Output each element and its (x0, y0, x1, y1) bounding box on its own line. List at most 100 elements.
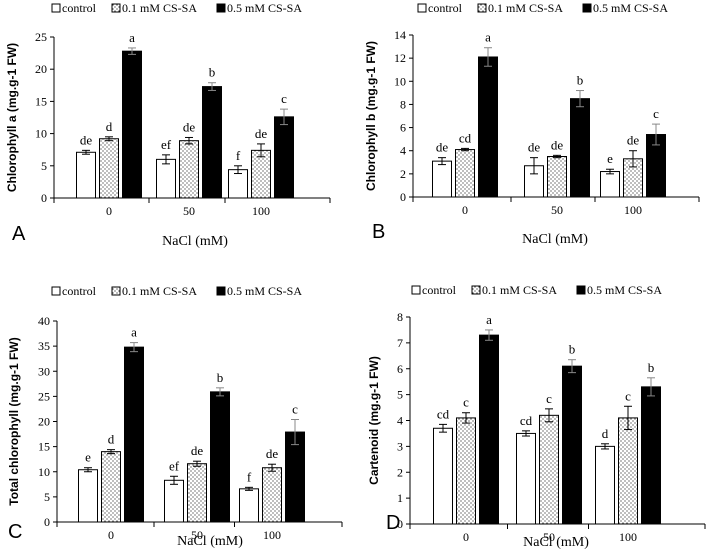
panel-label: A (12, 223, 26, 245)
significance-letter: de (266, 446, 279, 461)
legend: control 0.1 mM CS-SA 0.5 mM CS-SA (417, 1, 668, 15)
significance-letter: c (292, 401, 298, 416)
legend-swatch (582, 3, 592, 13)
bar (202, 86, 222, 199)
chart-panel-A: control 0.1 mM CS-SA 0.5 mM CS-SA 0 5 10 15 20 2… (5, 1, 331, 249)
y-tick-label: 20 (35, 62, 47, 76)
y-tick-label: 10 (394, 74, 406, 88)
bar (187, 463, 207, 523)
legend-swatch (216, 3, 226, 13)
y-tick-label: 1 (397, 491, 403, 505)
y-tick-label: 12 (394, 51, 406, 65)
significance-letter: ef (169, 458, 180, 473)
significance-letter: a (131, 325, 137, 340)
legend-label: 0.5 mM CS-SA (227, 1, 302, 15)
y-tick-label: 3 (397, 439, 403, 453)
y-tick-label: 6 (400, 121, 406, 135)
bar (600, 171, 620, 198)
bar (478, 56, 498, 198)
y-tick-label: 14 (394, 28, 406, 42)
x-tick-label: 100 (619, 530, 637, 544)
y-tick-label: 4 (397, 414, 403, 428)
legend-swatch (411, 285, 421, 295)
significance-letter: b (577, 73, 584, 88)
significance-letter: c (625, 388, 631, 403)
y-tick-label: 20 (38, 415, 50, 429)
y-tick-label: 5 (397, 388, 403, 402)
x-tick-label: 100 (252, 204, 270, 218)
y-tick-label: 25 (38, 389, 50, 403)
significance-letter: de (183, 119, 196, 134)
significance-letter: f (247, 469, 252, 484)
legend-label: control (422, 283, 457, 297)
legend-swatch (576, 285, 586, 295)
legend: control 0.1 mM CS-SA 0.5 mM CS-SA (51, 1, 302, 15)
significance-letter: a (486, 312, 492, 327)
y-tick-label: 8 (400, 97, 406, 111)
legend-swatch (111, 3, 121, 13)
y-tick-label: 2 (400, 167, 406, 181)
significance-letter: de (191, 443, 204, 458)
bar (562, 365, 582, 525)
significance-letter: b (648, 360, 655, 375)
bar (122, 50, 142, 199)
y-tick-label: 40 (38, 314, 50, 328)
y-tick-label: 35 (38, 339, 50, 353)
bar (101, 451, 121, 523)
y-axis-label: Total chlorophyll (mg.g-1 FW) (7, 337, 21, 505)
chart-panel-C: control 0.1 mM CS-SA 0.5 mM CS-SA 0 5 10 15 20 2… (7, 284, 343, 549)
bar (99, 138, 119, 199)
significance-letter: f (236, 148, 241, 163)
significance-letter: d (106, 119, 113, 134)
y-tick-label: 10 (38, 465, 50, 479)
bar (516, 432, 536, 525)
x-tick-label: 50 (183, 204, 195, 218)
bar (455, 149, 475, 198)
legend-swatch (111, 286, 121, 296)
bar (251, 149, 271, 199)
significance-letter: d (108, 432, 115, 447)
x-axis-label: NaCl (mM) (177, 534, 243, 549)
bar (618, 417, 638, 525)
legend: control 0.1 mM CS-SA 0.5 mM CS-SA (51, 284, 302, 298)
y-tick-label: 0 (400, 190, 406, 204)
x-tick-label: 0 (462, 203, 468, 217)
bar (641, 386, 661, 525)
bar (78, 469, 98, 523)
y-tick-label: 15 (35, 94, 47, 108)
bar (164, 479, 184, 523)
y-tick-label: 0 (44, 515, 50, 529)
legend-label: 0.1 mM CS-SA (482, 283, 557, 297)
x-tick-label: 50 (543, 530, 555, 544)
bar (595, 445, 615, 525)
x-axis-label: NaCl (mM) (522, 232, 588, 247)
legend-label: 0.1 mM CS-SA (488, 1, 563, 15)
legend-swatch (417, 3, 427, 13)
bar (239, 488, 259, 523)
legend-swatch (216, 286, 226, 296)
y-axis-label: Chlorophyll b (mg.g-1 FW) (364, 41, 378, 191)
y-tick-label: 5 (44, 490, 50, 504)
panel-label: B (372, 221, 385, 243)
y-tick-label: 8 (397, 310, 403, 324)
bar (156, 158, 176, 199)
legend-label: 0.1 mM CS-SA (122, 284, 197, 298)
legend-label: 0.5 mM CS-SA (227, 284, 302, 298)
significance-letter: a (485, 30, 491, 45)
x-tick-label: 100 (263, 528, 281, 542)
x-tick-label: 0 (108, 528, 114, 542)
significance-letter: de (551, 137, 564, 152)
significance-letter: c (653, 106, 659, 121)
bar (570, 98, 590, 198)
significance-letter: de (528, 140, 541, 155)
y-tick-label: 2 (397, 465, 403, 479)
y-tick-label: 30 (38, 364, 50, 378)
significance-letter: c (281, 91, 287, 106)
bar (432, 160, 452, 198)
significance-letter: c (546, 391, 552, 406)
bar (124, 346, 144, 523)
significance-letter: de (627, 133, 640, 148)
chart-panel-B: control 0.1 mM CS-SA 0.5 mM CS-SA 0 2 4 6 8 10 12… (364, 1, 700, 247)
significance-letter: cd (459, 130, 472, 145)
